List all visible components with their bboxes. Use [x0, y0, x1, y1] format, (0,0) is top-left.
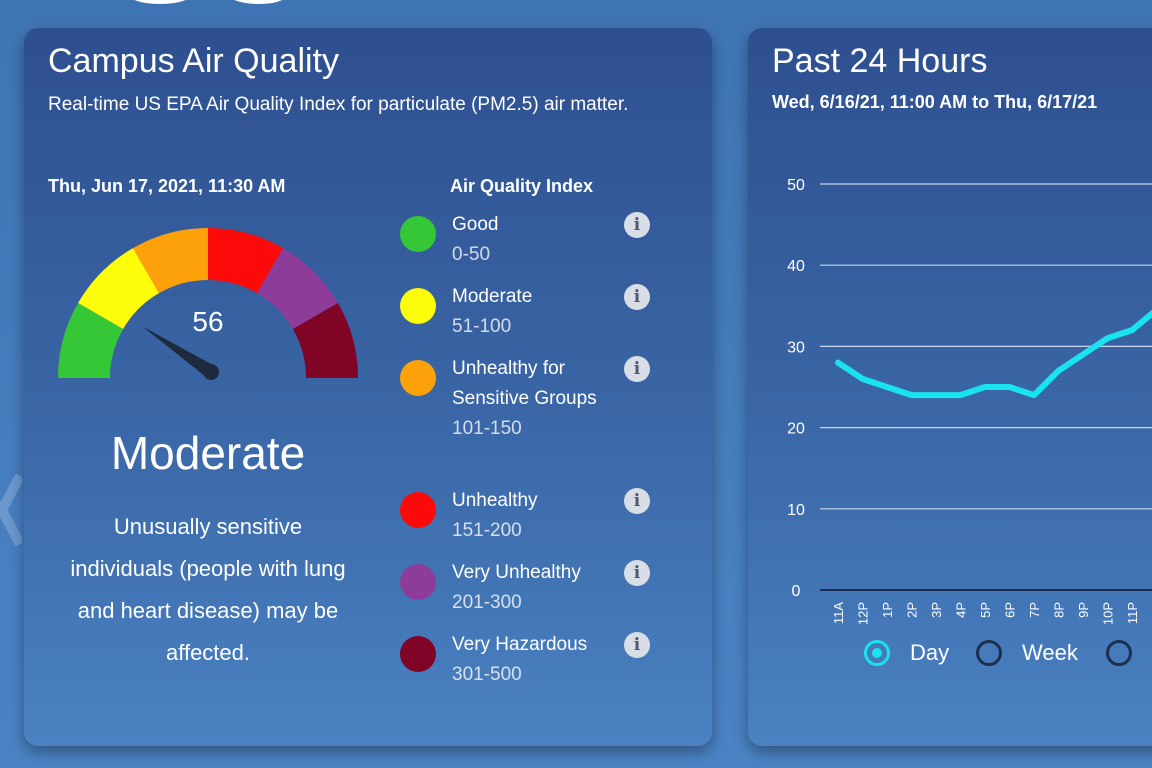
legend-range: 201-300 [452, 592, 522, 613]
gauge-segment [133, 228, 208, 294]
legend-range: 301-500 [452, 664, 522, 685]
x-tick-label: 11P [1125, 602, 1140, 624]
x-tick-label: 9P [1076, 602, 1091, 618]
gauge-segment [292, 303, 358, 378]
aqi-value: 56 [192, 306, 224, 337]
x-tick-label: 2P [905, 602, 920, 618]
legend-color-dot [400, 288, 436, 324]
gauge-segment [58, 303, 124, 378]
radio-unselected-icon [1106, 640, 1132, 666]
card-subtitle: Real-time US EPA Air Quality Index for p… [48, 94, 629, 115]
y-tick-label: 10 [787, 502, 805, 519]
series-line [835, 309, 1152, 399]
legend-color-dot [400, 360, 436, 396]
y-tick-label: 50 [787, 177, 805, 194]
x-tick-label: 10P [1101, 602, 1116, 625]
x-tick-label: 4P [954, 602, 969, 618]
history-title: Past 24 Hours [772, 42, 988, 80]
reading-datetime: Thu, Jun 17, 2021, 11:30 AM [48, 176, 286, 196]
x-tick-label: 8P [1052, 602, 1067, 618]
history-date-range: Wed, 6/16/21, 11:00 AM to Thu, 6/17/21 [772, 92, 1098, 112]
x-tick-label: 5P [978, 602, 993, 618]
y-tick-label: 30 [787, 339, 805, 356]
x-tick-label: 1P [880, 602, 895, 618]
gauge-segment [78, 248, 159, 329]
x-tick-label: 11A [831, 602, 846, 624]
gauge-segment [208, 228, 283, 294]
y-tick-label: 40 [787, 258, 805, 275]
radio-label: Day [910, 640, 950, 665]
radio-label: Week [1022, 640, 1078, 665]
legend-label: Good [452, 214, 499, 235]
logo-fragment [134, 0, 282, 4]
x-tick-label: 3P [929, 602, 944, 618]
y-tick-label: 0 [792, 583, 801, 600]
legend-label: Unhealthy [452, 490, 538, 511]
air-quality-card: Campus Air Quality Real-time US EPA Air … [24, 28, 712, 746]
legend-range: 0-50 [452, 244, 491, 265]
info-icon[interactable]: i [624, 632, 650, 658]
x-tick-label: 7P [1027, 602, 1042, 618]
radio-selected-icon [864, 640, 890, 666]
legend-label: Very Hazardous [452, 634, 588, 655]
aqi-description: Unusually sensitive individuals (people … [70, 514, 346, 665]
info-icon[interactable]: i [624, 212, 650, 238]
legend-label: Very Unhealthy [452, 562, 581, 583]
x-tick-label: 12A [1150, 602, 1152, 625]
legend-label: Moderate [452, 286, 533, 307]
info-icon[interactable]: i [624, 488, 650, 514]
x-tick-label: 6P [1003, 602, 1018, 618]
info-icon[interactable]: i [624, 356, 650, 382]
legend-label: Unhealthy for Sensitive Groups [452, 358, 597, 409]
y-tick-label: 20 [787, 421, 805, 438]
legend-color-dot [400, 636, 436, 672]
info-icon[interactable]: i [624, 560, 650, 586]
aqi-gauge [58, 228, 358, 380]
gauge-needle [142, 326, 215, 378]
history-card: Past 24 Hours Wed, 6/16/21, 11:00 AM to … [748, 28, 1152, 746]
legend-color-dot [400, 216, 436, 252]
legend-range: 101-150 [452, 418, 522, 439]
aqi-category: Moderate [110, 427, 306, 479]
x-tick-label: 12P [856, 602, 871, 625]
gauge-needle-hub [203, 364, 219, 380]
legend-range: 51-100 [452, 316, 512, 337]
legend-color-dot [400, 492, 436, 528]
card-title: Campus Air Quality [48, 42, 339, 80]
carousel-prev-chevron-icon[interactable] [0, 470, 22, 550]
legend-color-dot [400, 564, 436, 600]
legend-title: Air Quality Index [450, 176, 594, 196]
legend-range: 151-200 [452, 520, 522, 541]
info-icon[interactable]: i [624, 284, 650, 310]
radio-unselected-icon [976, 640, 1002, 666]
aqi-history-chart: 0 10 20 30 40 50 11A 12P 1P 2P 3P 4P 5P 6P 7P 8P 9P 10P 11… [787, 177, 1152, 625]
gauge-segment [257, 248, 338, 329]
